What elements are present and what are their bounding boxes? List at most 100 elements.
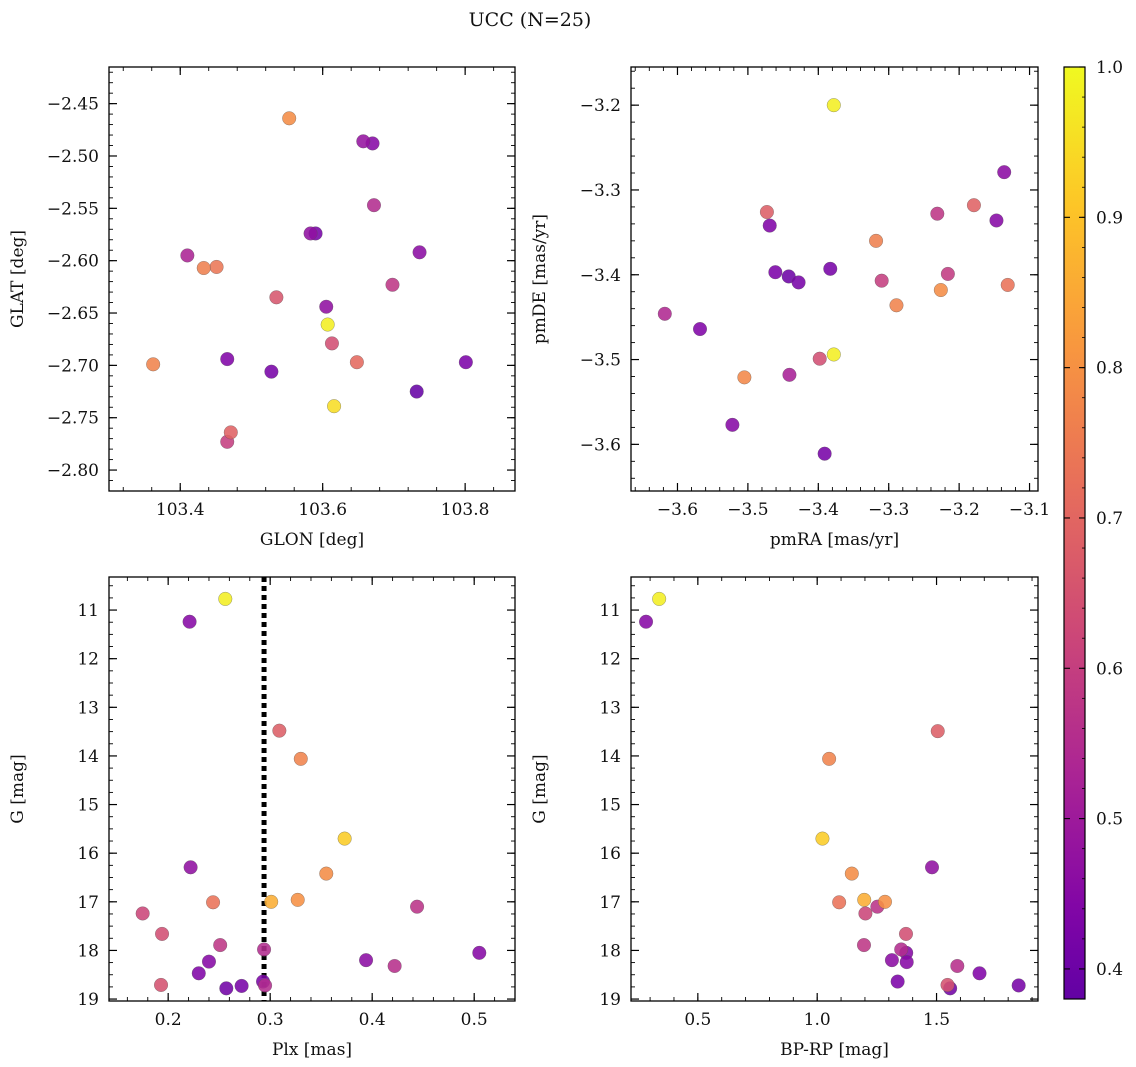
- y-tick-label: −2.70: [47, 356, 99, 376]
- scatter-point: [219, 981, 234, 996]
- scatter-point: [218, 591, 233, 606]
- scatter-point: [762, 218, 777, 233]
- scatter-point: [327, 399, 342, 414]
- scatter-point: [972, 966, 987, 981]
- panel-glon-glat: 103.4 103.6 103.8 −2.45 −2.50 −2.55 −2.60 −2.65…: [8, 66, 516, 550]
- scatter-point: [264, 364, 279, 379]
- y-tick-label: 14: [77, 747, 99, 767]
- y-tick-label: −3.6: [580, 435, 621, 455]
- y-tick-label: 16: [599, 844, 621, 864]
- scatter-point: [269, 290, 284, 305]
- x-tick-label: 0.4: [359, 1010, 386, 1030]
- scatter-point: [874, 273, 889, 288]
- scatter-point: [409, 384, 424, 399]
- scatter-point: [823, 261, 838, 276]
- colorbar-tick-label: 0.6: [1096, 659, 1123, 679]
- scatter-point: [692, 321, 708, 337]
- scatter-point: [359, 953, 374, 968]
- x-tick-label: 1.5: [923, 1010, 950, 1030]
- x-tick-label: −3.5: [727, 500, 768, 520]
- scatter-point: [213, 938, 228, 953]
- y-tick-label: 18: [599, 941, 621, 961]
- y-axis-label: GLAT [deg]: [8, 230, 28, 328]
- scatter-point: [815, 831, 830, 846]
- points-layer: [638, 591, 1026, 996]
- y-tick-label: 15: [599, 796, 621, 816]
- scatter-point: [191, 966, 206, 981]
- scatter-point: [209, 259, 224, 275]
- panel-plx-g: 0.2 0.3 0.4 0.5 11 12 13 14 15 16 17 18 19 Plx [mas] G…: [8, 576, 516, 1060]
- y-tick-label: 19: [599, 990, 621, 1010]
- y-tick-label: −2.55: [47, 199, 99, 219]
- scatter-point: [356, 134, 371, 149]
- scatter-point: [1011, 978, 1026, 993]
- y-tick-label: 12: [77, 650, 99, 670]
- y-tick-label: 17: [599, 893, 621, 913]
- y-tick-label: −2.50: [47, 147, 99, 167]
- y-tick-label: −3.3: [580, 181, 621, 201]
- scatter-point: [182, 614, 197, 629]
- scatter-point: [319, 866, 334, 881]
- scatter-point: [844, 866, 859, 881]
- y-tick-label: −3.2: [580, 96, 621, 116]
- x-tick-label: −3.3: [868, 500, 909, 520]
- y-tick-label: −2.65: [47, 304, 99, 324]
- panels-group: 103.4 103.6 103.8 −2.45 −2.50 −2.55 −2.60 −2.65…: [8, 66, 1050, 1060]
- scatter-point: [725, 417, 740, 432]
- scatter-point: [997, 165, 1012, 180]
- x-tick-label: 103.4: [156, 500, 205, 520]
- scatter-point: [257, 942, 272, 957]
- scatter-point: [933, 282, 948, 298]
- scatter-point: [220, 352, 235, 367]
- colorbar-tick-label: 0.5: [1096, 810, 1123, 830]
- figure-title: UCC (N=25): [469, 9, 592, 31]
- y-tick-label: 17: [77, 893, 99, 913]
- scatter-point: [826, 98, 841, 113]
- y-tick-label: −2.60: [47, 252, 99, 272]
- scatter-point: [930, 724, 945, 739]
- y-tick-label: 18: [77, 941, 99, 961]
- x-axis-label: BP-RP [mag]: [780, 1040, 889, 1060]
- scatter-point: [930, 206, 945, 221]
- y-tick-label: 14: [599, 747, 621, 767]
- colorbar-tick-label: 0.8: [1096, 359, 1123, 379]
- scatter-point: [153, 977, 169, 993]
- panel-color-mag: 0.5 1.0 1.5 11 12 13 14 15 16 17 18 19 BP-RP [mag] G …: [530, 576, 1039, 1060]
- y-tick-label: 13: [77, 698, 99, 718]
- scatter-point: [264, 894, 279, 909]
- scatter-point: [950, 958, 965, 974]
- scatter-point: [877, 894, 893, 909]
- scatter-point: [458, 355, 473, 370]
- scatter-point: [868, 233, 884, 248]
- scatter-point: [282, 111, 297, 126]
- scatter-point: [857, 892, 872, 907]
- points-layer: [146, 111, 473, 449]
- y-tick-label: −2.45: [47, 95, 99, 115]
- axes-frame: [630, 66, 1039, 492]
- x-tick-label: 0.3: [257, 1010, 284, 1030]
- scatter-point: [890, 974, 905, 989]
- colorbar-tick-label: 0.9: [1096, 208, 1123, 228]
- scatter-point: [337, 831, 352, 846]
- scatter-point: [293, 751, 308, 766]
- scatter-point: [884, 953, 899, 968]
- scatter-point: [154, 926, 170, 941]
- scatter-point: [898, 926, 914, 941]
- scatter-point: [272, 723, 287, 738]
- y-tick-label: 15: [77, 796, 99, 816]
- scatter-point: [366, 198, 382, 213]
- y-tick-label: 13: [599, 698, 621, 718]
- scatter-point: [657, 306, 672, 321]
- scatter-point: [324, 336, 339, 351]
- scatter-point: [349, 355, 364, 370]
- y-tick-label: −2.80: [47, 461, 99, 481]
- scatter-point: [812, 351, 827, 366]
- scatter-point: [759, 204, 774, 220]
- y-tick-label: −2.75: [47, 409, 99, 429]
- scatter-point: [320, 317, 335, 332]
- scatter-point: [822, 751, 837, 766]
- colorbar-tick-label: 0.4: [1096, 960, 1123, 980]
- y-tick-label: 19: [77, 990, 99, 1010]
- scatter-point: [412, 245, 427, 260]
- y-tick-label: −3.5: [580, 351, 621, 371]
